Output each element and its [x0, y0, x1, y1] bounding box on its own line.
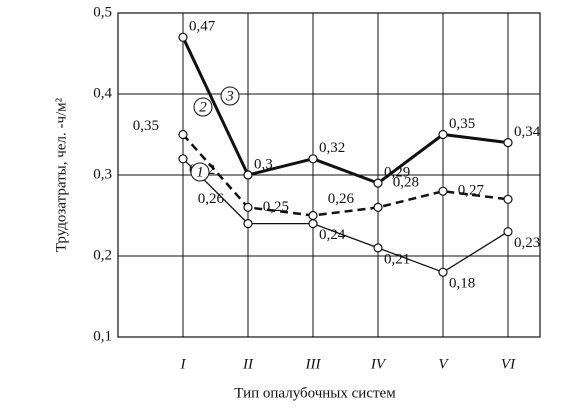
data-point [243, 170, 253, 180]
series-line [182, 133, 509, 217]
series-marker [193, 97, 213, 117]
data-point [308, 154, 318, 164]
data-point [243, 202, 253, 212]
series-marker [220, 86, 240, 106]
x-tick-label: VI [501, 356, 516, 372]
x-tick-label: V [438, 356, 449, 372]
data-point [178, 129, 188, 140]
data-label: 0,27 [458, 183, 485, 199]
series-line [182, 158, 509, 273]
legend-label: 2 [199, 99, 207, 115]
y-tick-label: 0,3 [93, 166, 112, 182]
data-point [308, 219, 318, 229]
data-point [438, 186, 448, 196]
x-tick-label: II [242, 356, 254, 372]
data-label: 0,26 [198, 191, 225, 207]
data-label: 0,25 [263, 199, 289, 215]
x-tick-label: III [305, 356, 322, 372]
data-label: 0,32 [319, 140, 345, 156]
x-tick-label: I [180, 356, 187, 372]
series-line [181, 36, 509, 185]
y-tick-label: 0,4 [93, 85, 112, 101]
y-tick-label: 0,5 [93, 4, 112, 20]
data-label: 0,3 [254, 156, 273, 172]
data-label: 0,28 [393, 175, 419, 191]
data-label: 0,26 [328, 191, 355, 207]
data-point [438, 129, 448, 140]
data-point [503, 194, 513, 204]
data-label: 0,35 [133, 118, 159, 134]
data-point [308, 210, 318, 221]
data-point [373, 178, 383, 188]
data-point [373, 202, 383, 212]
data-point [243, 219, 253, 229]
data-point [503, 227, 513, 237]
data-point [503, 138, 513, 148]
data-point [438, 267, 448, 277]
data-label: 0,29 [384, 165, 410, 181]
y-tick-label: 0,1 [93, 328, 112, 344]
y-tick-label: 0,2 [93, 247, 112, 263]
x-axis-label: Тип опалубочных систем [234, 385, 396, 401]
data-label: 0,34 [514, 124, 541, 140]
legend-label: 3 [225, 88, 234, 104]
data-label: 0,18 [449, 276, 475, 292]
legend-label: 1 [196, 164, 204, 180]
data-label: 0,24 [319, 227, 346, 243]
y-axis-label: Трудозатраты, чел. -ч/м² [53, 97, 69, 252]
series-marker [190, 162, 210, 182]
data-label: 0,47 [189, 19, 216, 35]
data-label: 0,21 [384, 251, 410, 267]
data-point [178, 154, 188, 164]
data-point [178, 32, 188, 42]
data-label: 0,23 [514, 235, 540, 251]
x-tick-label: IV [370, 356, 387, 372]
data-label: 0,35 [449, 116, 475, 132]
data-point [373, 243, 383, 253]
